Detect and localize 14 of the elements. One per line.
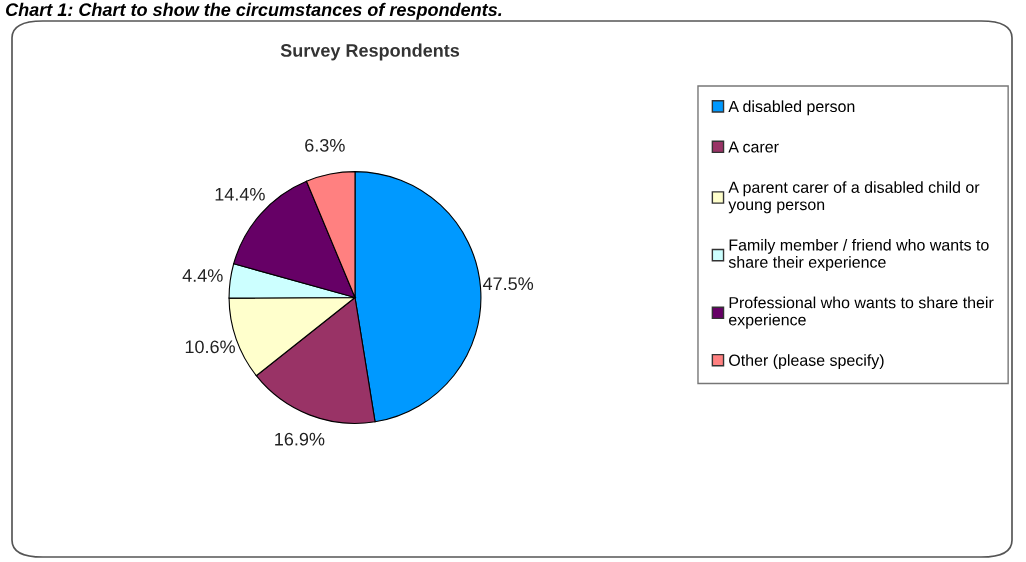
data-label: 47.5% — [482, 277, 534, 291]
data-label: 10.6% — [185, 340, 235, 354]
legend-label: A carer — [728, 141, 779, 153]
caption: Chart 1: Chart to show the circumstances of respondents. — [6, 2, 502, 20]
data-label: 16.9% — [275, 432, 325, 446]
data-label: 6.3% — [305, 138, 345, 152]
legend-label: Other (please specify) — [729, 354, 884, 370]
chart-title: Survey Respondents — [280, 43, 460, 61]
legend-label: Family member / friend who wants to share their experience — [728, 238, 989, 271]
legend-label: A disabled person — [728, 100, 855, 116]
legend-label: A parent carer of a disabled child or young person — [728, 181, 980, 214]
legend-label: Professional who wants to share their experience — [729, 296, 994, 329]
data-label: 14.4% — [215, 187, 265, 201]
data-label: 4.4% — [182, 269, 223, 282]
